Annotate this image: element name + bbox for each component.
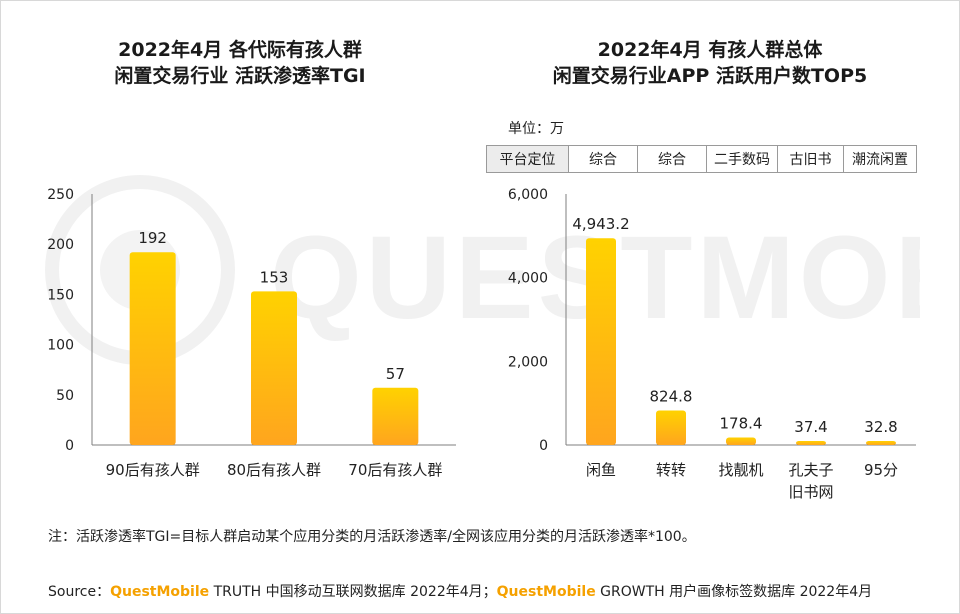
- bar: [372, 387, 419, 445]
- source-text: GROWTH 用户画像标签数据库 2022年4月: [595, 584, 873, 600]
- category-label: 孔夫子: [788, 461, 833, 479]
- data-label: 824.8: [650, 387, 693, 405]
- category-label: 找靓机: [718, 461, 763, 479]
- category-label: 90后有孩人群: [106, 461, 200, 479]
- y-tick-label: 50: [56, 388, 74, 404]
- platform-table-header: 平台定位: [486, 145, 569, 173]
- source-prefix: Source：: [48, 584, 111, 600]
- data-label: 192: [138, 229, 167, 247]
- platform-table-cell: 潮流闲置: [843, 145, 917, 173]
- data-label: 153: [260, 268, 289, 286]
- platform-table-cell: 综合: [637, 145, 707, 173]
- category-label: 闲鱼: [586, 461, 616, 479]
- source-brand: QuestMobile: [110, 584, 210, 600]
- bar: [656, 410, 686, 445]
- bar: [796, 441, 826, 445]
- y-tick-label: 100: [47, 338, 74, 354]
- right-bar-chart: 0 2,000 4,000 6,000 4,943.2 闲鱼 824.8 转转 178.4 找靓机…: [508, 187, 916, 501]
- unit-label: 单位：万: [508, 121, 564, 137]
- y-tick-label: 6,000: [508, 187, 548, 203]
- footnote: 注：活跃渗透率TGI=目标人群启动某个应用分类的月活跃渗透率/全网该应用分类的月…: [48, 529, 696, 545]
- left-chart-title: 2022年4月 各代际有孩人群 闲置交易行业 活跃渗透率TGI: [30, 37, 450, 89]
- data-label: 32.8: [864, 418, 897, 436]
- data-label: 37.4: [794, 418, 827, 436]
- bar: [866, 441, 896, 445]
- source-brand: QuestMobile: [496, 584, 596, 600]
- source-text: TRUTH 中国移动互联网数据库 2022年4月；: [209, 584, 497, 600]
- left-title-line-1: 2022年4月 各代际有孩人群: [118, 39, 362, 61]
- y-tick-label: 2,000: [508, 354, 548, 370]
- category-label: 95分: [864, 461, 898, 479]
- source-line: Source：QuestMobile TRUTH 中国移动互联网数据库 2022…: [48, 581, 872, 601]
- left-title-line-2: 闲置交易行业 活跃渗透率TGI: [114, 65, 366, 87]
- y-tick-label: 250: [47, 187, 74, 203]
- right-title-line-1: 2022年4月 有孩人群总体: [597, 39, 823, 61]
- left-bar-chart: 0 50 100 150 200 250 192 90后有孩人群 153 80后有孩人群 57 70后…: [47, 187, 456, 479]
- y-tick-label: 200: [47, 237, 74, 253]
- category-label: 80后有孩人群: [227, 461, 321, 479]
- category-label: 70后有孩人群: [348, 461, 442, 479]
- bar: [251, 291, 297, 445]
- platform-table-cell: 古旧书: [777, 145, 844, 173]
- bar: [129, 252, 176, 445]
- platform-positioning-table: 平台定位 综合 综合 二手数码 古旧书 潮流闲置: [486, 145, 917, 173]
- y-tick-label: 4,000: [508, 271, 548, 287]
- data-label: 57: [386, 365, 405, 383]
- bar: [726, 437, 756, 445]
- category-label: 转转: [656, 461, 686, 479]
- right-chart-title: 2022年4月 有孩人群总体 闲置交易行业APP 活跃用户数TOP5: [490, 37, 930, 89]
- category-label: 旧书网: [788, 483, 833, 501]
- bar: [586, 238, 616, 445]
- platform-table-cell: 综合: [568, 145, 638, 173]
- data-label: 4,943.2: [572, 215, 629, 233]
- y-tick-label: 150: [47, 287, 74, 303]
- y-tick-label: 0: [539, 438, 548, 454]
- y-tick-label: 0: [65, 438, 74, 454]
- data-label: 178.4: [720, 415, 763, 433]
- right-title-line-2: 闲置交易行业APP 活跃用户数TOP5: [552, 65, 868, 87]
- platform-table-cell: 二手数码: [706, 145, 778, 173]
